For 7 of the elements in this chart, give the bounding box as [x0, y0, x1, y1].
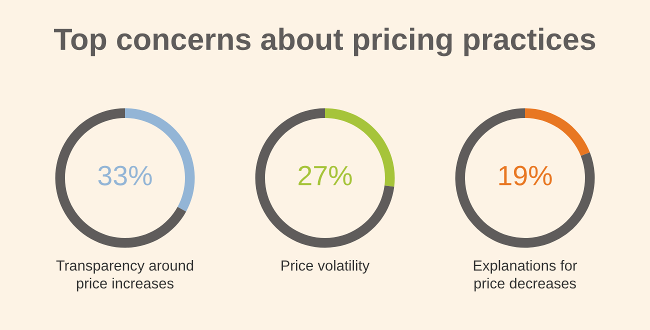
text: Transparency around price increases [56, 260, 194, 292]
data-label: 33% [98, 166, 152, 186]
data-label: 19% [499, 166, 552, 186]
text: Price volatility [282, 260, 370, 274]
data-label: 27% [298, 166, 352, 186]
text: Top concerns about pricing practices [54, 28, 596, 56]
text: Explanations for price decreases [474, 260, 578, 292]
